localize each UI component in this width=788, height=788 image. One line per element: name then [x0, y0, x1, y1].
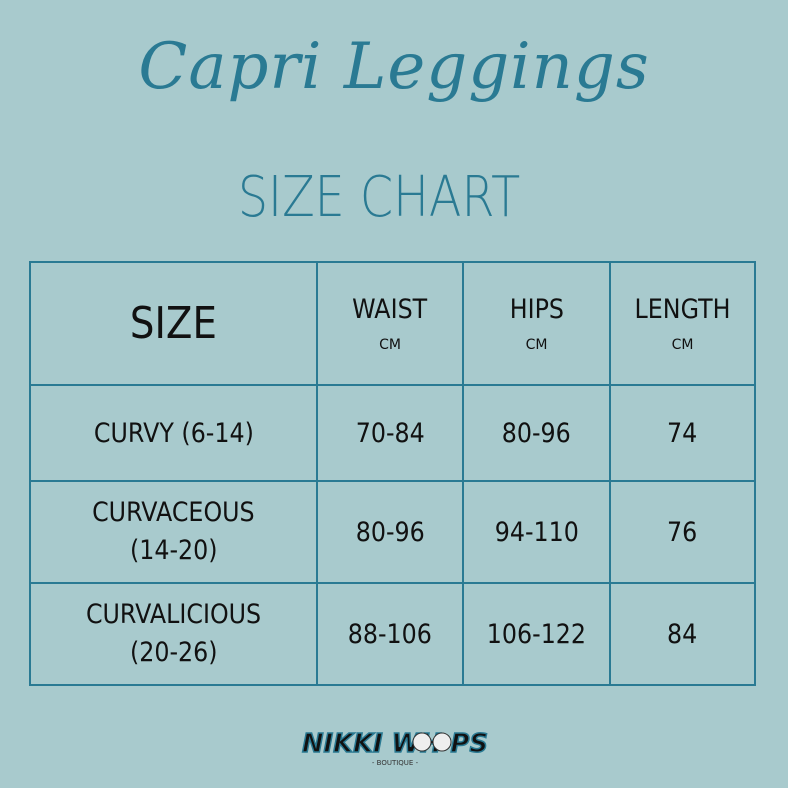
size-chart-table: SIZE WAIST CM HIPS CM LENGTH CM CURVY (6-14…: [29, 261, 756, 686]
header-label: LENGTH: [634, 294, 731, 325]
header-waist: WAIST CM: [316, 261, 464, 386]
hips-cell: 80-96: [462, 384, 611, 482]
hips-value: 80-96: [501, 417, 572, 449]
size-label: CURVALICIOUS: [85, 599, 262, 630]
length-cell: 74: [609, 384, 756, 482]
size-cell: CURVY (6-14): [29, 384, 318, 482]
page-subtitle: SIZE CHART: [237, 165, 521, 230]
skull-icon: [412, 732, 432, 752]
header-length: LENGTH CM: [609, 261, 756, 386]
length-cell: 84: [609, 582, 756, 686]
header-unit: CM: [525, 337, 548, 353]
length-cell: 76: [609, 480, 756, 584]
length-value: 74: [667, 417, 698, 449]
hips-cell: 106-122: [462, 582, 611, 686]
waist-value: 80-96: [355, 516, 425, 548]
size-range: (14-20): [129, 535, 218, 566]
table-row: CURVACEOUS (14-20) 80-96 94-110 76: [29, 480, 756, 584]
waist-value: 88-106: [347, 618, 433, 650]
length-value: 84: [667, 618, 698, 650]
size-cell: CURVACEOUS (14-20): [29, 480, 318, 584]
length-value: 76: [667, 516, 698, 548]
header-unit: CM: [671, 337, 694, 353]
table-row: CURVALICIOUS (20-26) 88-106 106-122 84: [29, 582, 756, 686]
size-cell: CURVALICIOUS (20-26): [29, 582, 318, 686]
hips-cell: 94-110: [462, 480, 611, 584]
hips-value: 106-122: [486, 618, 587, 650]
waist-cell: 80-96: [316, 480, 464, 584]
waist-cell: 88-106: [316, 582, 464, 686]
header-size: SIZE: [29, 261, 318, 386]
skull-icon: [432, 732, 452, 752]
hips-value: 94-110: [494, 516, 579, 548]
waist-value: 70-84: [355, 417, 425, 449]
size-label: CURVY (6-14): [93, 417, 254, 449]
header-hips: HIPS CM: [462, 261, 611, 386]
svg-text:- BOUTIQUE -: - BOUTIQUE -: [372, 759, 419, 767]
brand-logo: NIKKI WH PS - BOUTIQUE -: [301, 728, 489, 767]
size-label: CURVACEOUS: [92, 497, 255, 528]
svg-text:NIKKI WH PS: NIKKI WH PS: [302, 729, 488, 759]
table-row: CURVY (6-14) 70-84 80-96 74: [29, 384, 756, 482]
size-range: (20-26): [129, 637, 218, 668]
table-header-row: SIZE WAIST CM HIPS CM LENGTH CM: [29, 261, 756, 386]
header-label: SIZE: [129, 298, 217, 349]
header-label: WAIST: [352, 294, 428, 325]
waist-cell: 70-84: [316, 384, 464, 482]
page-title: Capri Leggings: [138, 30, 650, 104]
header-unit: CM: [379, 337, 401, 353]
header-label: HIPS: [509, 294, 564, 325]
